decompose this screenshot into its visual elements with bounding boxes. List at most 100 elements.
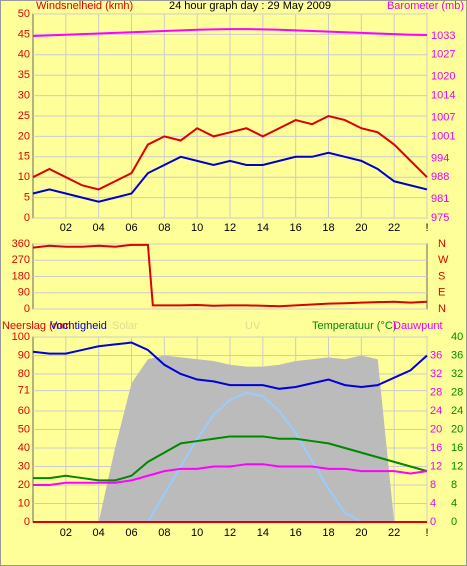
y-tick-label: 71 [18,385,30,397]
y-tick-label: 5 [24,192,30,204]
dewpoint-tick-label: 28 [430,386,442,398]
series-line [33,435,428,482]
x-tick-label: 14 [257,222,269,234]
x-tick-label: 06 [125,222,137,234]
y2-tick-label: 12 [451,460,463,472]
y2-tick-label: W [438,254,449,266]
y2-tick-label: N [438,238,446,250]
y2-tick-label: 8 [451,479,457,491]
y-tick-label: 0 [24,516,30,528]
series-line [32,28,428,37]
temperature-label: Temperatuur (°C) [312,320,396,332]
y2-tick-label: 1001 [431,130,455,142]
x-tick-label: 04 [93,527,105,539]
x-tick-label: 02 [60,527,72,539]
y-tick-label: 100 [12,331,30,343]
y-tick-label: 50 [18,423,30,435]
x-tick-label: 18 [322,222,334,234]
y-tick-label: 0 [24,303,30,315]
y-tick-label: 50 [18,8,30,20]
y2-tick-label: 981 [431,193,449,205]
y2-tick-label: 24 [451,405,463,417]
x-tick-label: 04 [93,222,105,234]
wind-label: Windsnelheid (kmh) [36,0,133,12]
x-tick-label: 08 [158,527,170,539]
y2-tick-label: 36 [451,349,463,361]
y2-tick-label: 994 [431,152,449,164]
rain-label: Neerslag (mm [2,320,71,332]
y2-tick-label: S [438,270,445,282]
x-tick-label: 16 [290,222,302,234]
series-line [147,391,362,523]
y-tick-label: 45 [18,28,30,40]
x-tick-label: 16 [290,527,302,539]
dewpoint-tick-label: 12 [430,460,442,472]
barometer-label: Barometer (mb) [387,0,464,12]
y-tick-label: 20 [18,130,30,142]
series-line [32,114,428,191]
dewpoint-label: Dauwpunt [393,320,443,332]
y-tick-label: 30 [18,90,30,102]
y-tick-label: 25 [18,110,30,122]
y-tick-label: 20 [18,479,30,491]
dewpoint-tick-label: 20 [430,423,442,435]
x-tick-label: 20 [355,222,367,234]
y-tick-label: 90 [18,287,30,299]
y2-tick-label: 988 [431,171,449,183]
y-tick-label: 10 [18,497,30,509]
y-tick-label: 80 [18,368,30,380]
y2-tick-label: 32 [451,368,463,380]
y-tick-label: 90 [18,349,30,361]
y-tick-label: 10 [18,171,30,183]
y2-tick-label: 28 [451,386,463,398]
y-tick-label: 0 [24,212,30,224]
x-tick-label: ! [425,222,428,234]
x-tick-label: 06 [125,527,137,539]
x-tick-label: 12 [224,222,236,234]
y2-tick-label: 1020 [431,71,455,83]
y2-tick-label: 1033 [431,30,455,42]
y-tick-label: 30 [18,460,30,472]
y-tick-label: 360 [12,238,30,250]
x-tick-label: 10 [191,527,203,539]
y-tick-label: 60 [18,405,30,417]
series-line [33,463,428,486]
y-tick-label: 40 [18,49,30,61]
x-tick-label: ! [425,527,428,539]
y2-tick-label: 1027 [431,49,455,61]
x-tick-label: 12 [224,527,236,539]
x-tick-label: 08 [158,222,170,234]
dewpoint-tick-label: 0 [430,516,436,528]
dewpoint-tick-label: 32 [430,368,442,380]
series-line [32,243,428,308]
solar-label: Solar [112,320,138,332]
x-tick-label: 22 [388,527,400,539]
x-tick-label: 22 [388,222,400,234]
y2-tick-label: 20 [451,423,463,435]
y2-tick-label: N [438,303,446,315]
x-tick-label: 14 [257,527,269,539]
dewpoint-tick-label: 16 [430,442,442,454]
dewpoint-tick-label: 8 [430,479,436,491]
y2-tick-label: 16 [451,442,463,454]
chart-title: 24 hour graph day : 29 May 2009 [169,0,331,12]
x-tick-label: 10 [191,222,203,234]
dewpoint-tick-label: 36 [430,349,442,361]
y-tick-label: 40 [18,442,30,454]
y2-tick-label: 40 [451,331,463,343]
dewpoint-tick-label: 24 [430,405,442,417]
y2-tick-label: 4 [451,497,457,509]
y2-tick-label: 975 [431,212,449,224]
y-tick-label: 180 [12,270,30,282]
y2-tick-label: E [438,287,445,299]
x-tick-label: 18 [322,527,334,539]
uv-label: UV [245,320,261,332]
series-line [32,151,428,203]
y2-tick-label: 0 [451,516,457,528]
dewpoint-tick-label: 4 [430,497,436,509]
y2-tick-label: 1007 [431,111,455,123]
y2-tick-label: 1014 [431,90,455,102]
y-tick-label: 35 [18,69,30,81]
x-tick-label: 02 [60,222,72,234]
